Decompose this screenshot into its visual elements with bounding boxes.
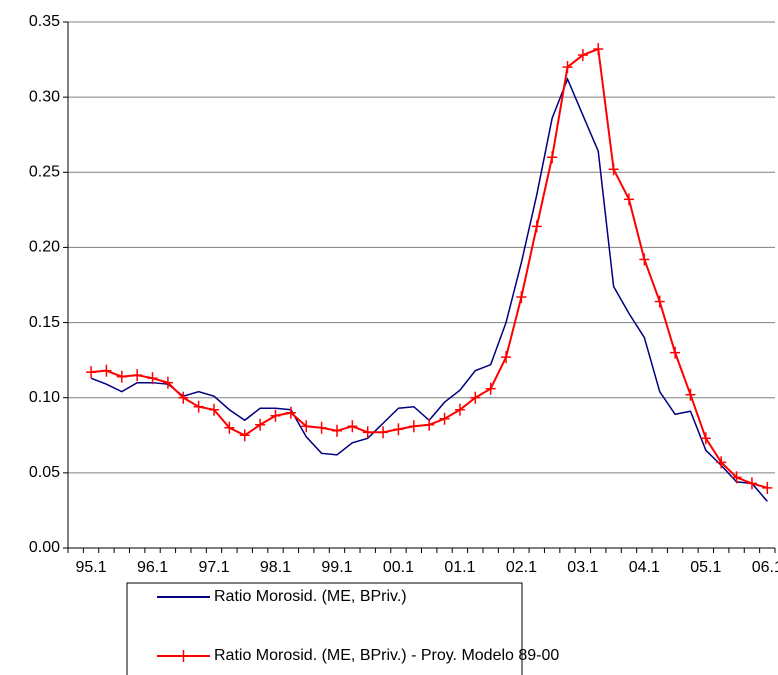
y-tick-label: 0.10: [29, 389, 60, 406]
y-tick-label: 0.20: [29, 239, 60, 256]
y-tick-label: 0.35: [29, 13, 60, 30]
series-line: [90, 77, 768, 502]
y-tick-label: 0.05: [29, 464, 60, 481]
x-tick-label: 00.1: [383, 559, 414, 576]
x-tick-label: 99.1: [321, 559, 352, 576]
x-tick-label: 95.1: [75, 559, 106, 576]
x-tick-label: 06.1: [752, 559, 778, 576]
x-tick-label: 96.1: [137, 559, 168, 576]
x-tick-label: 02.1: [506, 559, 537, 576]
y-tick-label: 0.00: [29, 539, 60, 556]
x-tick-label: 97.1: [198, 559, 229, 576]
x-tick-label: 01.1: [444, 559, 475, 576]
y-tick-label: 0.25: [29, 164, 60, 181]
legend-label: Ratio Morosid. (ME, BPriv.): [214, 588, 407, 605]
y-tick-label: 0.30: [29, 88, 60, 105]
legend-box: [126, 582, 523, 675]
x-tick-label: 05.1: [690, 559, 721, 576]
x-tick-label: 98.1: [260, 559, 291, 576]
legend-label: Ratio Morosid. (ME, BPriv.) - Proy. Mode…: [214, 647, 559, 664]
x-tick-label: 03.1: [567, 559, 598, 576]
x-tick-label: 04.1: [629, 559, 660, 576]
y-tick-label: 0.15: [29, 314, 60, 331]
